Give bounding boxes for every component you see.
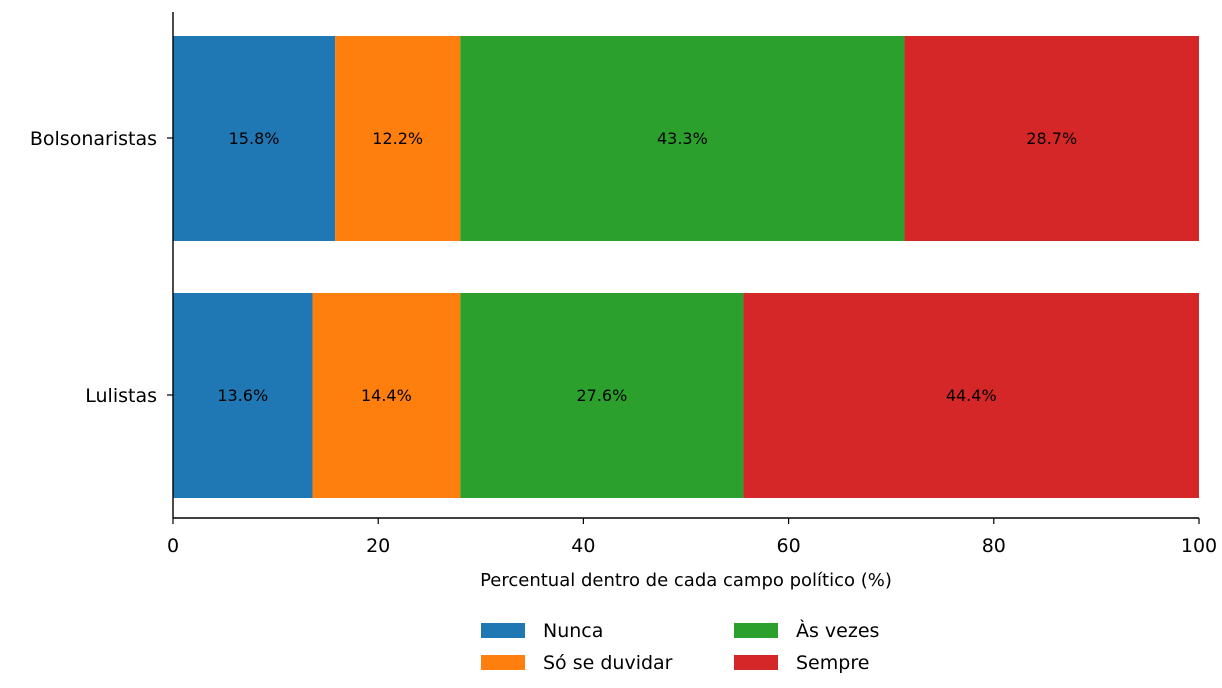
bar-lulistas-so-se-duvidar bbox=[312, 293, 461, 498]
legend-swatch bbox=[481, 655, 525, 670]
axes-layer bbox=[172, 12, 1199, 519]
bar-labels-layer: 15.8% 12.2% 43.3% 28.7% 13.6% 14.4% 27.6% 44.4% bbox=[217, 129, 1077, 405]
bar-bolsonaristas-nunca bbox=[173, 36, 336, 241]
legend-item-as-vezes: Às vezes bbox=[734, 619, 879, 642]
data-label: 14.4% bbox=[361, 386, 412, 405]
y-tick-label: Bolsonaristas bbox=[30, 128, 157, 150]
data-label: 12.2% bbox=[372, 129, 423, 148]
legend-label: Sempre bbox=[796, 652, 869, 674]
bar-bolsonaristas-sempre bbox=[904, 36, 1199, 241]
bar-lulistas-as-vezes bbox=[460, 293, 744, 498]
ticks-layer: Bolsonaristas Lulistas 0 20 40 60 80 100 bbox=[30, 128, 1217, 557]
legend-item-nunca: Nunca bbox=[481, 620, 603, 642]
data-label: 27.6% bbox=[576, 386, 627, 405]
legend-item-so-se-duvidar: Só se duvidar bbox=[481, 652, 673, 674]
legend-label: Nunca bbox=[543, 620, 603, 642]
legend: Nunca Às vezes Só se duvidar Sempre bbox=[481, 619, 879, 674]
bar-bolsonaristas-so-se-duvidar bbox=[335, 36, 461, 241]
data-label: 13.6% bbox=[217, 386, 268, 405]
legend-swatch bbox=[734, 623, 778, 638]
bar-bolsonaristas-as-vezes bbox=[460, 36, 905, 241]
x-tick-label: 80 bbox=[982, 535, 1006, 557]
x-tick-label: 100 bbox=[1181, 535, 1217, 557]
legend-label: Só se duvidar bbox=[543, 652, 673, 674]
x-axis-title: Percentual dentro de cada campo político… bbox=[480, 570, 892, 591]
x-tick-label: 60 bbox=[777, 535, 801, 557]
legend-swatch bbox=[481, 623, 525, 638]
data-label: 44.4% bbox=[946, 386, 997, 405]
data-label: 28.7% bbox=[1026, 129, 1077, 148]
data-label: 15.8% bbox=[229, 129, 280, 148]
x-tick-label: 20 bbox=[366, 535, 390, 557]
legend-label: Às vezes bbox=[796, 619, 879, 642]
legend-item-sempre: Sempre bbox=[734, 652, 869, 674]
bar-lulistas-nunca bbox=[173, 293, 313, 498]
legend-swatch bbox=[734, 655, 778, 670]
bars-layer bbox=[173, 36, 1199, 498]
y-tick-label: Lulistas bbox=[85, 385, 157, 407]
x-tick-label: 40 bbox=[571, 535, 595, 557]
bar-lulistas-sempre bbox=[743, 293, 1199, 498]
x-tick-label: 0 bbox=[167, 535, 179, 557]
data-label: 43.3% bbox=[657, 129, 708, 148]
